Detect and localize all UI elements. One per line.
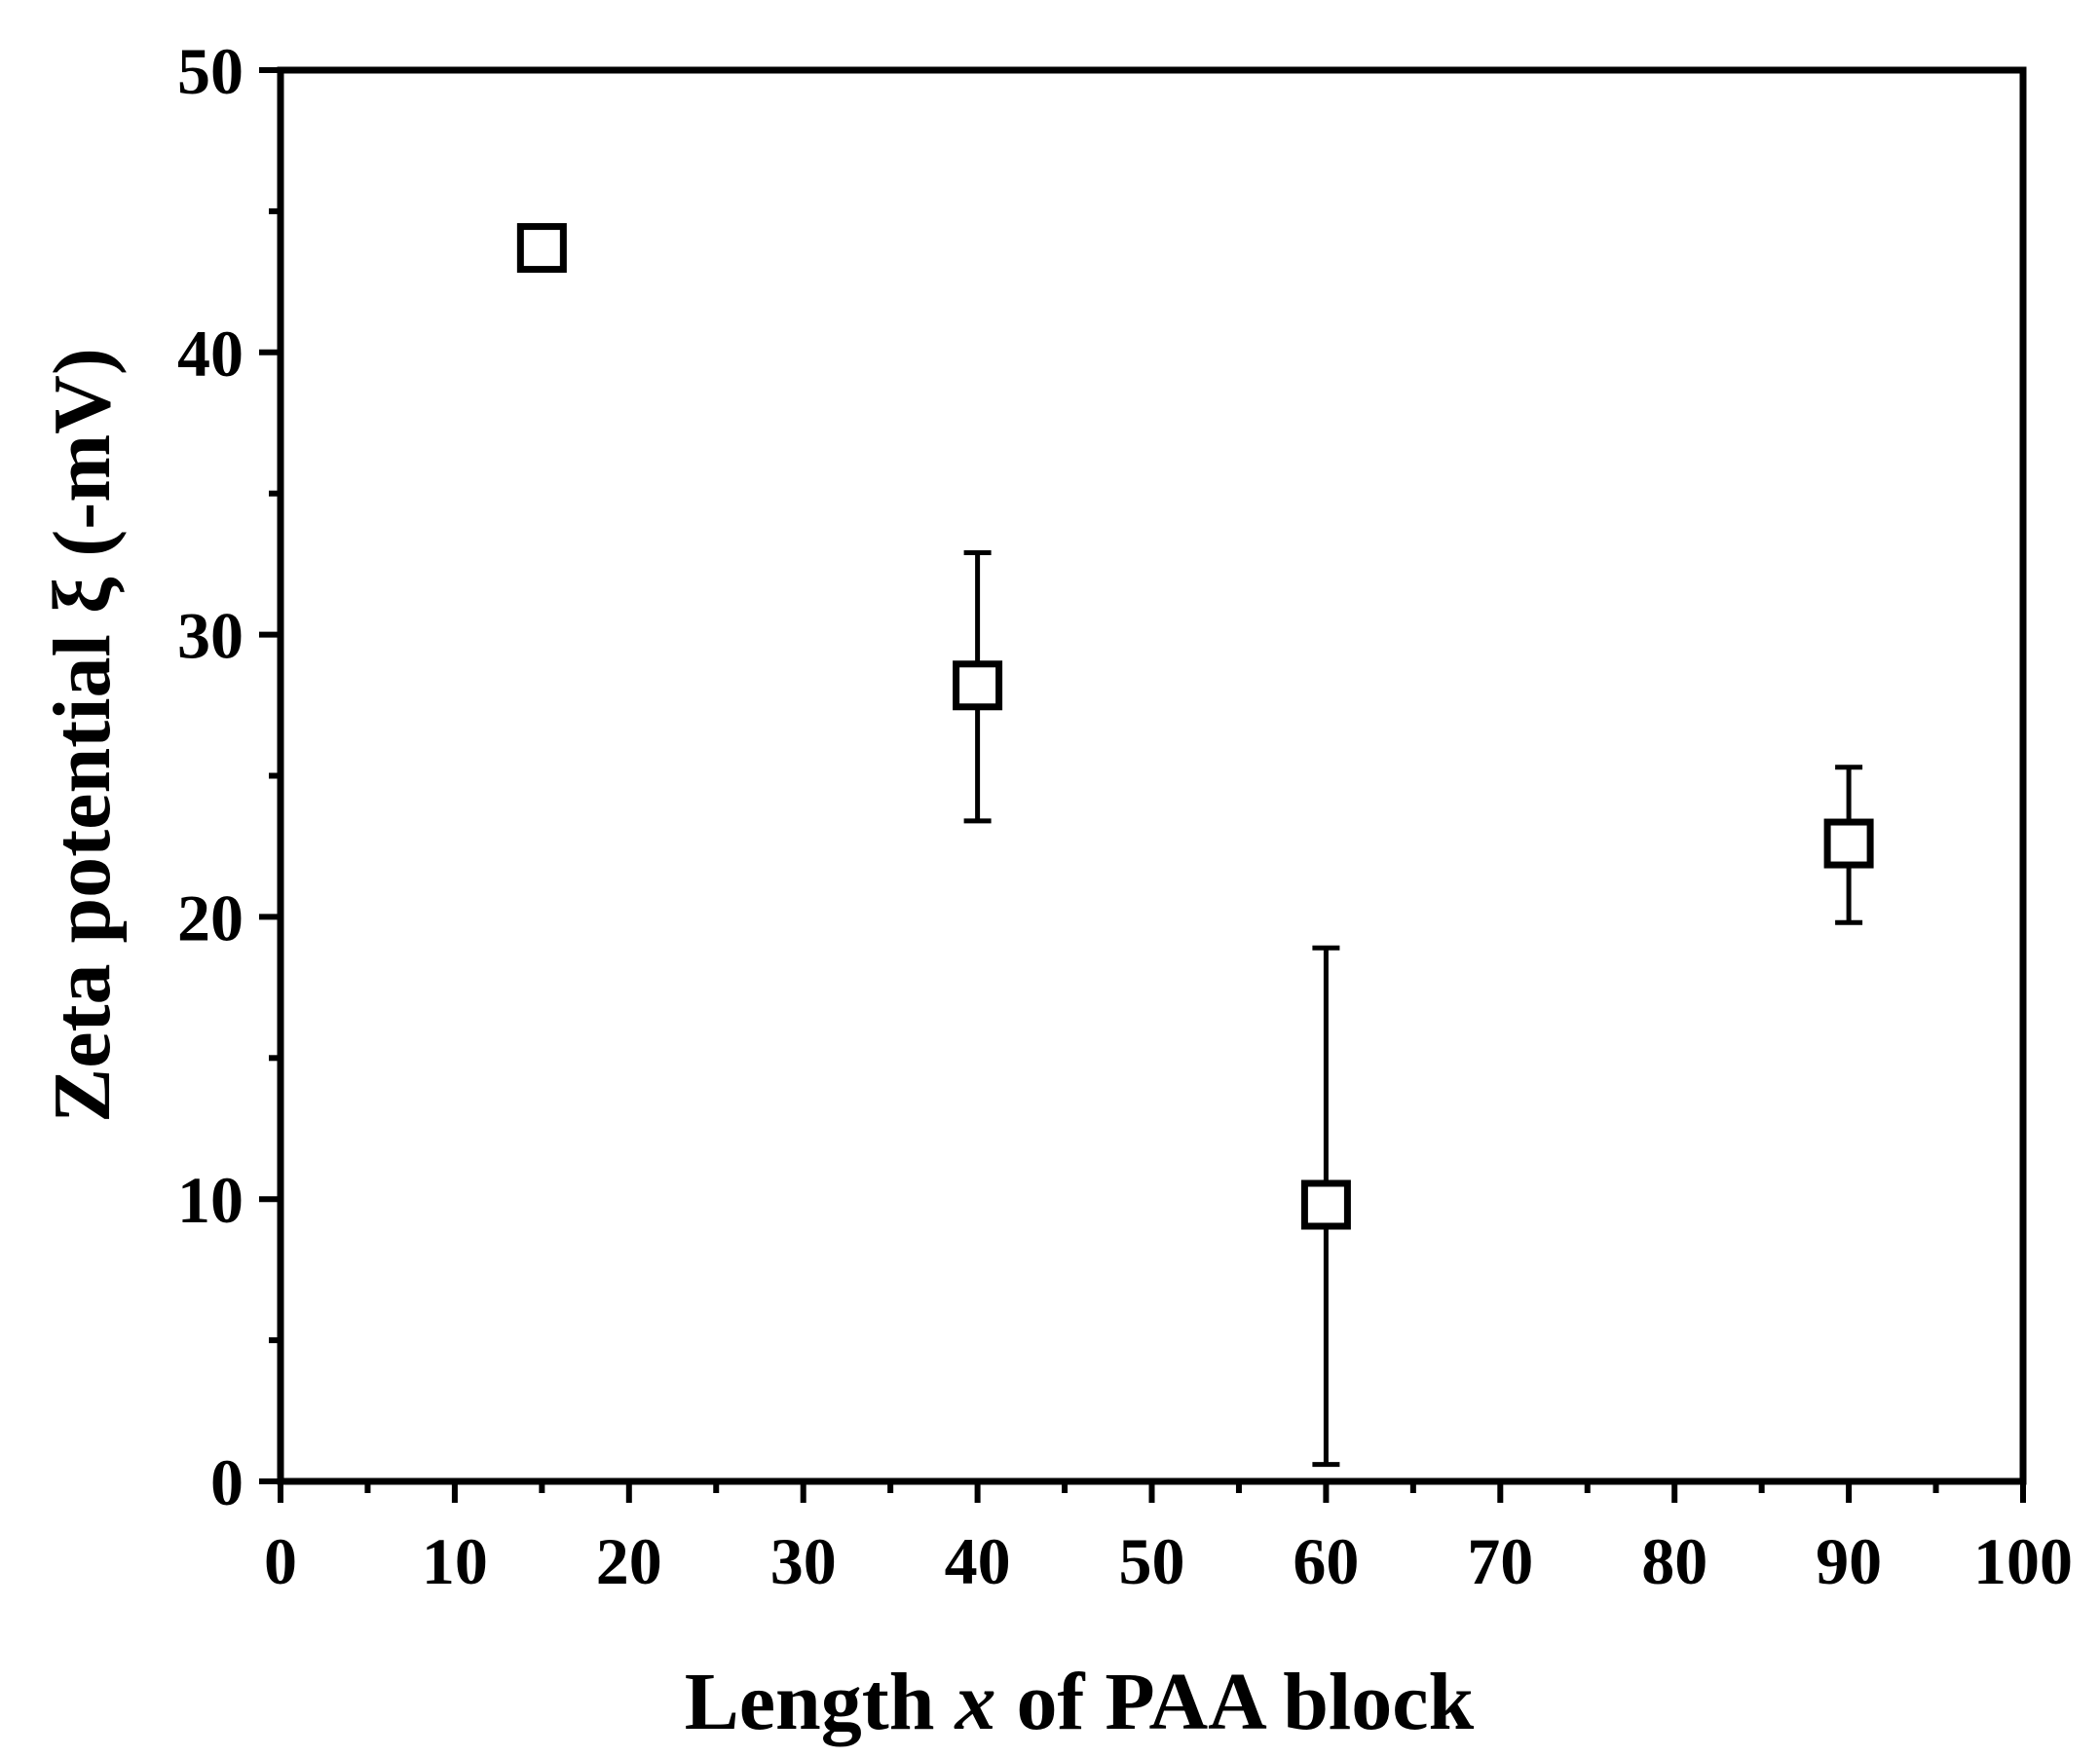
square-marker — [1823, 818, 1874, 869]
data-point — [1300, 945, 1351, 1468]
x-tick-label: 80 — [1641, 1524, 1707, 1598]
x-axis-title-part-2: of PAA block — [995, 1657, 1474, 1747]
y-axis-title: Zeta potential ξ (-mV) — [37, 348, 128, 1123]
tick-labels: 0 10 20 30 40 50 60 70 80 90 100 0 10 20 30 40 50 — [177, 34, 2073, 1598]
x-axis-title: Length x of PAA block — [685, 1657, 1475, 1747]
data-points — [516, 223, 1874, 1468]
y-tick-label: 10 — [177, 1163, 244, 1237]
x-tick-label: 60 — [1293, 1524, 1359, 1598]
x-tick-label: 50 — [1119, 1524, 1185, 1598]
x-tick-label: 100 — [1973, 1524, 2073, 1598]
square-marker — [953, 660, 1003, 711]
data-point — [516, 223, 567, 274]
y-tick-label: 50 — [177, 34, 244, 108]
x-tick-label: 70 — [1467, 1524, 1533, 1598]
plot-axes — [277, 66, 2027, 1485]
axis-ticks — [259, 67, 2026, 1503]
square-marker — [1300, 1179, 1351, 1230]
data-point — [953, 550, 1003, 824]
x-tick-label: 90 — [1816, 1524, 1882, 1598]
y-tick-label: 20 — [177, 880, 244, 954]
x-axis-title-part-1: Length — [685, 1657, 956, 1747]
y-tick-label: 30 — [177, 599, 244, 673]
y-tick-label: 40 — [177, 317, 244, 391]
x-tick-label: 30 — [770, 1524, 837, 1598]
data-point — [1823, 765, 1874, 925]
plot-frame — [277, 66, 2027, 1485]
x-tick-label: 10 — [422, 1524, 488, 1598]
square-marker — [516, 223, 567, 274]
x-tick-label: 0 — [264, 1524, 297, 1598]
x-axis-title-variable: x — [953, 1657, 995, 1747]
x-tick-label: 40 — [945, 1524, 1011, 1598]
y-tick-label: 0 — [210, 1445, 244, 1519]
x-tick-label: 20 — [596, 1524, 662, 1598]
